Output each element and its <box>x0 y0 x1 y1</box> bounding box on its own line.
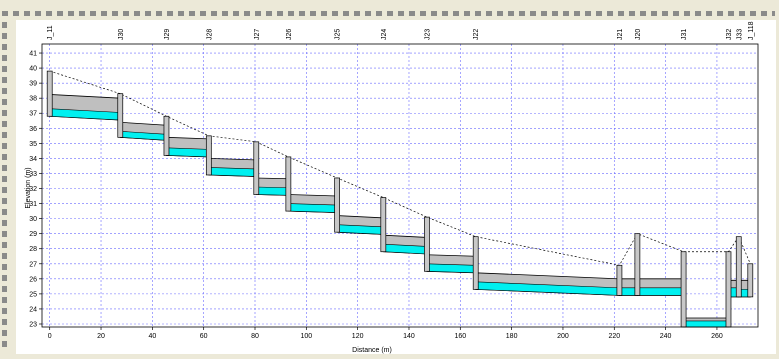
x-tick-label: 80 <box>251 333 259 340</box>
y-tick-label: 24 <box>29 306 37 313</box>
node-structure <box>735 236 742 298</box>
y-tick-label: 28 <box>29 246 37 253</box>
node-label: J20 <box>635 29 642 40</box>
node-label: J30 <box>118 29 125 40</box>
y-axis-label: Elevation (m) <box>25 167 32 208</box>
node-structure <box>380 197 387 253</box>
conduits <box>49 94 751 328</box>
x-tick-label: 120 <box>352 333 364 340</box>
node-structure <box>616 264 623 296</box>
y-tick-label: 32 <box>29 186 37 193</box>
dashed-border-left <box>2 22 7 352</box>
y-tick-label: 38 <box>29 96 37 103</box>
node-structure <box>163 115 170 156</box>
node-structure <box>634 233 641 296</box>
node-structure <box>424 216 430 272</box>
y-tick-label: 29 <box>29 231 37 238</box>
x-tick-label: 40 <box>148 333 156 340</box>
node-label: J33 <box>736 29 743 40</box>
x-tick-label: 240 <box>660 333 672 340</box>
conduit-water <box>166 147 210 158</box>
node-label: J24 <box>381 29 388 40</box>
profile-chart-panel: J_11 J30 J29 J28 J27 J26 J25 J24 J23 J22 J21 J20 J31… <box>16 20 776 354</box>
node-label: J27 <box>254 29 261 40</box>
x-tick-label: 0 <box>48 333 52 340</box>
node-label: J_118 <box>748 21 755 40</box>
conduit-water <box>255 186 289 196</box>
x-tick-label: 180 <box>506 333 518 340</box>
x-tick-label: 160 <box>454 333 466 340</box>
x-tick-label: 100 <box>300 333 312 340</box>
node-label: J28 <box>206 29 213 40</box>
conduit-water <box>288 203 338 213</box>
profile-chart: J_11 J30 J29 J28 J27 J26 J25 J24 J23 J22 J21 J20 J31… <box>25 21 759 354</box>
node-structure <box>472 236 479 290</box>
plot-frame <box>41 43 759 328</box>
ground-surface-line <box>49 70 751 266</box>
node-structure <box>285 156 292 212</box>
node-label: J_11 <box>47 25 54 40</box>
node-structure <box>253 141 260 195</box>
node-label: J31 <box>681 29 688 40</box>
node-structure <box>117 93 124 138</box>
x-tick-label: 20 <box>97 333 105 340</box>
y-tick-label: 25 <box>29 291 37 298</box>
node-structure <box>46 70 53 117</box>
node-label: J32 <box>726 29 733 40</box>
node-structure <box>747 263 754 298</box>
dashed-border-top <box>2 11 775 16</box>
conduit-water <box>637 287 684 296</box>
conduit-water <box>683 320 729 328</box>
y-tick-label: 23 <box>29 321 37 328</box>
y-tick-label: 30 <box>29 216 37 223</box>
nodes <box>46 70 754 328</box>
node-structure <box>680 251 687 328</box>
node-label: J21 <box>617 29 624 40</box>
y-tick-label: 33 <box>29 171 37 178</box>
conduit-water <box>208 167 257 177</box>
y-tick-label: 39 <box>29 81 37 88</box>
grid <box>42 44 758 327</box>
node-label: J22 <box>473 29 480 40</box>
y-tick-label: 34 <box>29 156 37 163</box>
ground-profile <box>49 70 751 266</box>
node-label: J25 <box>335 29 342 40</box>
y-tick-label: 40 <box>29 66 37 73</box>
y-tick-label: 37 <box>29 111 37 118</box>
node-label: J26 <box>286 29 293 40</box>
x-tick-label: 140 <box>403 333 415 340</box>
y-tick-label: 35 <box>29 141 37 148</box>
y-tick-label: 36 <box>29 126 37 133</box>
x-tick-label: 60 <box>200 333 208 340</box>
axes: J_11 J30 J29 J28 J27 J26 J25 J24 J23 J22 J21 J20 J31… <box>29 21 759 340</box>
node-structure <box>334 177 340 233</box>
x-axis-label: Distance (m) <box>352 347 392 354</box>
node-label: J23 <box>424 29 431 40</box>
x-tick-label: 200 <box>557 333 569 340</box>
y-tick-label: 41 <box>29 51 37 58</box>
x-tick-label: 220 <box>608 333 620 340</box>
node-label: J29 <box>164 29 171 40</box>
node-structure <box>725 251 732 328</box>
y-tick-label: 26 <box>29 276 37 283</box>
y-tick-label: 31 <box>29 201 37 208</box>
conduit-water <box>426 263 477 274</box>
x-tick-label: 260 <box>711 333 723 340</box>
y-tick-label: 27 <box>29 261 37 268</box>
node-structure <box>205 135 212 176</box>
